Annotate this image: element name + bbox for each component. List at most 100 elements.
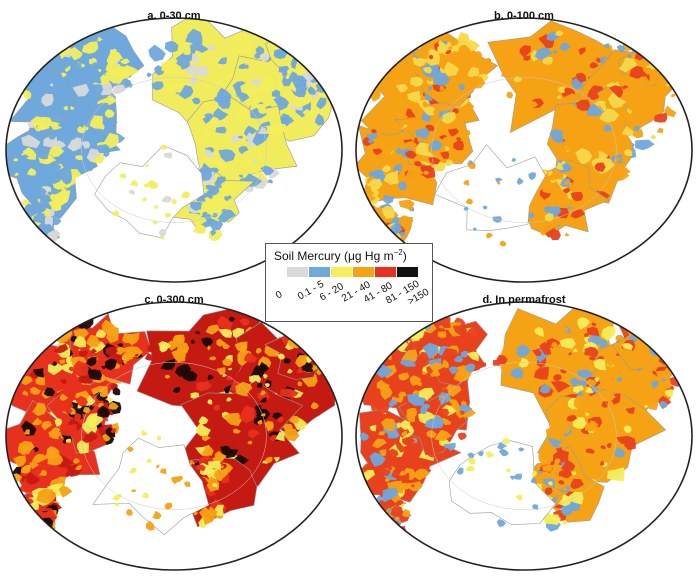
soil-mercury-patch [554,374,561,380]
soil-mercury-patch [116,65,130,80]
soil-mercury-patch [529,101,538,108]
soil-mercury-patch [410,484,415,488]
soil-mercury-patch [571,110,585,124]
soil-mercury-patch [600,445,606,450]
soil-mercury-patch [319,43,332,50]
soil-mercury-patch [243,125,258,138]
legend-title: Soil Mercury (μg Hg m−2) [274,248,407,263]
soil-mercury-patch [621,126,634,137]
soil-mercury-patch [110,383,118,392]
soil-mercury-patch [11,226,25,238]
soil-mercury-patch [420,171,424,175]
soil-mercury-patch [538,453,551,465]
soil-mercury-patch [35,237,50,251]
soil-mercury-patch [18,440,35,453]
soil-mercury-patch [78,348,88,358]
soil-mercury-patch [399,470,408,476]
soil-mercury-patch [530,477,537,484]
soil-mercury-patch [375,231,381,237]
soil-mercury-patch [463,206,469,211]
soil-mercury-patch [324,46,331,51]
soil-mercury-patch [564,141,582,151]
soil-mercury-patch [202,79,213,88]
soil-mercury-patch [637,38,649,48]
soil-mercury-patch [216,475,223,482]
soil-mercury-patch [369,530,384,541]
soil-mercury-patch [441,348,452,359]
soil-mercury-patch [664,105,677,118]
soil-mercury-patch [73,457,80,464]
soil-mercury-patch [534,327,545,337]
soil-mercury-patch [220,181,234,194]
map-boundary [355,17,693,283]
soil-mercury-patch [207,197,223,208]
soil-mercury-patch [499,240,507,247]
soil-mercury-patch [196,423,211,436]
soil-mercury-patch [164,40,179,53]
soil-mercury-patch [239,318,251,326]
soil-mercury-patch [204,149,213,158]
soil-mercury-patch [660,342,678,359]
soil-mercury-patch [466,162,476,169]
soil-mercury-patch [656,313,664,319]
soil-mercury-patch [662,325,679,339]
soil-mercury-patch [15,507,24,513]
landmass [434,144,546,231]
soil-mercury-patch [506,468,511,473]
soil-mercury-patch [185,65,198,76]
soil-mercury-patch [550,461,555,466]
soil-mercury-patch [28,212,33,216]
soil-mercury-patch [47,453,64,466]
soil-mercury-patch [614,167,631,176]
soil-mercury-patch [599,460,605,466]
soil-mercury-patch [50,83,54,87]
soil-mercury-patch [366,521,381,537]
soil-mercury-patch [436,125,447,137]
soil-mercury-patch [226,397,232,402]
soil-mercury-patch [257,126,267,135]
soil-mercury-patch [378,432,389,440]
soil-mercury-patch [664,389,674,397]
soil-mercury-patch [23,429,30,435]
soil-mercury-patch [378,529,386,536]
soil-mercury-patch [440,395,446,399]
soil-mercury-patch [75,395,88,407]
soil-mercury-patch [167,82,184,93]
soil-mercury-patch [43,136,58,150]
soil-mercury-patch [663,327,677,341]
soil-mercury-patch [121,350,133,361]
soil-mercury-patch [399,457,406,463]
soil-mercury-patch [59,359,66,364]
soil-mercury-patch [287,368,293,374]
soil-mercury-patch [195,464,206,472]
soil-mercury-patch [591,150,600,159]
soil-mercury-patch [193,224,206,234]
soil-mercury-patch [375,230,384,238]
soil-mercury-patch [90,348,98,353]
soil-mercury-patch [106,109,111,114]
soil-mercury-patch [386,117,391,121]
soil-mercury-patch [173,334,185,344]
soil-mercury-patch [223,118,230,125]
soil-mercury-patch [433,109,439,116]
soil-mercury-patch [669,332,682,344]
soil-mercury-patch [34,526,51,540]
soil-mercury-patch [676,341,686,350]
soil-mercury-patch [317,329,323,333]
soil-mercury-patch [518,447,525,452]
soil-mercury-patch [374,226,383,232]
soil-mercury-patch [558,480,565,485]
soil-mercury-patch [616,377,622,382]
soil-mercury-patch [670,93,676,97]
soil-mercury-patch [670,64,681,74]
soil-mercury-patch [383,170,399,185]
soil-mercury-patch [304,336,312,343]
soil-mercury-patch [426,80,435,85]
polar-map-c [5,301,343,571]
soil-mercury-patch [437,44,447,54]
soil-mercury-patch [472,227,477,231]
soil-mercury-patch [224,195,232,202]
soil-mercury-patch [663,315,671,321]
soil-mercury-patch [277,416,284,423]
soil-mercury-patch [48,112,65,125]
